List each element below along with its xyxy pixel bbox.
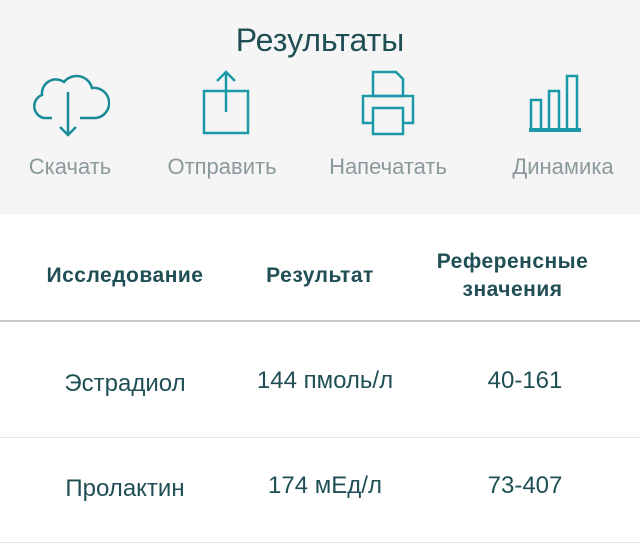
download-label: Скачать <box>28 154 112 179</box>
column-test: Исследование <box>46 264 204 287</box>
test-reference: 40-161 <box>487 367 563 394</box>
test-result: 174 мЕд/л <box>268 472 382 499</box>
column-reference: Референсные значения <box>436 250 589 301</box>
table-row: Эстрадиол 144 пмоль/л 40-161 <box>0 333 640 438</box>
send-button[interactable]: Отправить <box>147 70 297 180</box>
print-label: Напечатать <box>329 154 447 179</box>
dynamics-button[interactable]: Динамика <box>488 70 638 180</box>
printer-icon <box>361 70 415 136</box>
test-name: Эстрадиол <box>64 370 186 397</box>
column-result: Результат <box>266 264 374 287</box>
bar-chart-icon <box>529 74 581 132</box>
dynamics-label: Динамика <box>512 154 614 179</box>
table-row: Пролактин 174 мЕд/л 73-407 <box>0 438 640 543</box>
table-header: Исследование Результат Референсные значе… <box>0 214 640 322</box>
download-button[interactable]: Скачать <box>0 70 145 180</box>
header: Результаты Скачать Отправить Напечатать … <box>0 0 640 214</box>
test-reference: 73-407 <box>487 472 563 499</box>
test-result: 144 пмоль/л <box>256 367 394 394</box>
send-label: Отправить <box>167 154 277 179</box>
print-button[interactable]: Напечатать <box>313 70 463 180</box>
page-title: Результаты <box>235 22 405 58</box>
share-icon <box>202 70 250 135</box>
test-name: Пролактин <box>65 475 185 502</box>
cloud-download-icon <box>33 74 110 137</box>
